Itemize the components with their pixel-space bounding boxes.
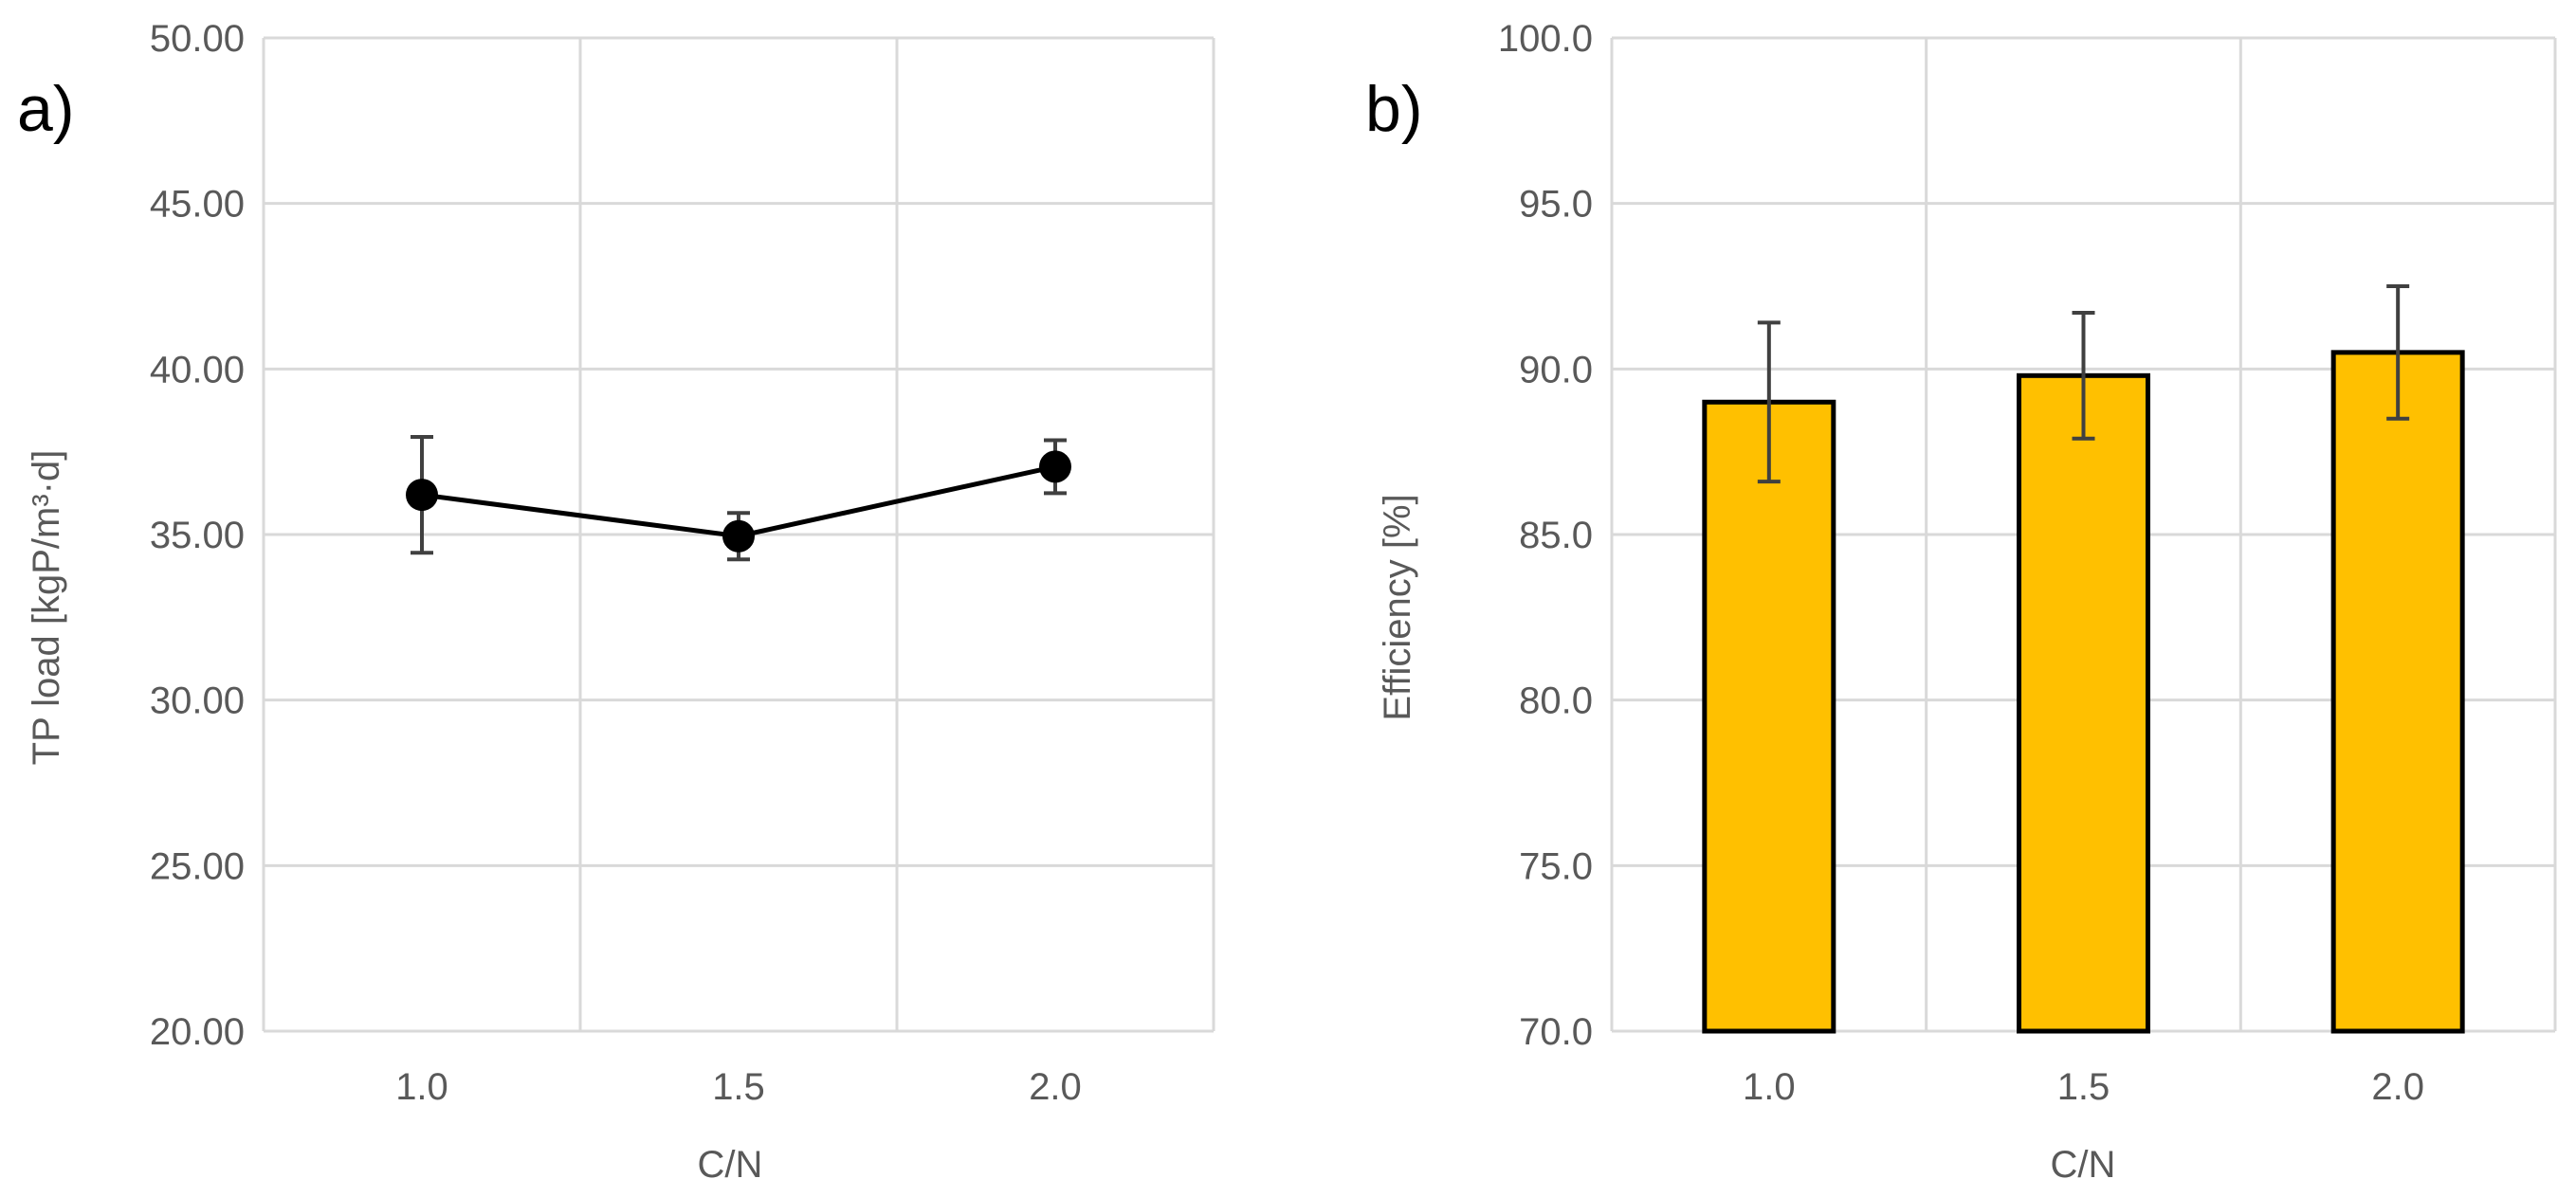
panel-b-y-axis-title: Efficiency [%] <box>1377 494 1418 720</box>
y-tick-label: 95.0 <box>1519 184 1593 226</box>
bar <box>1702 399 1836 1034</box>
panel-b-label: b) <box>1365 73 1422 145</box>
x-tick-label: 2.0 <box>1029 1066 1082 1108</box>
y-tick-label: 30.00 <box>150 680 245 722</box>
x-tick-label: 1.0 <box>1743 1066 1796 1108</box>
bar <box>2017 372 2150 1034</box>
x-tick-label: 1.5 <box>2057 1066 2110 1108</box>
y-tick-label: 20.00 <box>150 1011 245 1053</box>
y-tick-label: 80.0 <box>1519 680 1593 722</box>
error-bar <box>1757 320 1781 484</box>
y-tick-label: 40.00 <box>150 349 245 390</box>
y-tick-label: 90.0 <box>1519 349 1593 390</box>
error-bar <box>2072 310 2095 441</box>
panel-a-grid <box>262 36 1215 1033</box>
panel-b-x-axis-title: C/N <box>2051 1144 2116 1186</box>
error-bar <box>2386 284 2410 421</box>
x-tick-label: 1.5 <box>712 1066 765 1108</box>
panel-a-tick-labels: 20.00 25.00 30.00 35.00 40.00 45.00 50.00 1.0 1.… <box>150 18 1082 1108</box>
panel-b-chart: b) 70.0 75.0 80.0 85.0 90.0 95.0 100.0 1.0 1.5 2.… <box>1365 18 2557 1186</box>
panel-a-y-axis-title: TP load [kgP/m³·d] <box>26 450 67 766</box>
panel-a-marks <box>406 434 1071 562</box>
panel-a-label: a) <box>17 73 74 145</box>
y-tick-label: 45.00 <box>150 184 245 226</box>
data-point <box>406 479 438 512</box>
y-tick-label: 75.0 <box>1519 845 1593 887</box>
x-tick-label: 2.0 <box>2371 1066 2424 1108</box>
y-tick-label: 50.00 <box>150 18 245 60</box>
y-tick-label: 25.00 <box>150 845 245 887</box>
bar <box>2330 350 2465 1034</box>
panel-b-tick-labels: 70.0 75.0 80.0 85.0 90.0 95.0 100.0 1.0 1.5 2.0 <box>1498 18 2424 1108</box>
data-point <box>1039 450 1071 483</box>
panel-a-chart: a) 20.00 25.00 30.00 35.00 40.00 45.00 50.00 1.… <box>17 18 1215 1186</box>
y-tick-label: 85.0 <box>1519 515 1593 556</box>
data-point <box>722 519 755 553</box>
x-tick-label: 1.0 <box>395 1066 448 1108</box>
y-tick-label: 70.0 <box>1519 1011 1593 1053</box>
panel-a-x-axis-title: C/N <box>698 1144 763 1186</box>
y-tick-label: 35.00 <box>150 515 245 556</box>
panel-b-marks <box>1702 284 2465 1034</box>
y-tick-label: 100.0 <box>1498 18 1593 60</box>
